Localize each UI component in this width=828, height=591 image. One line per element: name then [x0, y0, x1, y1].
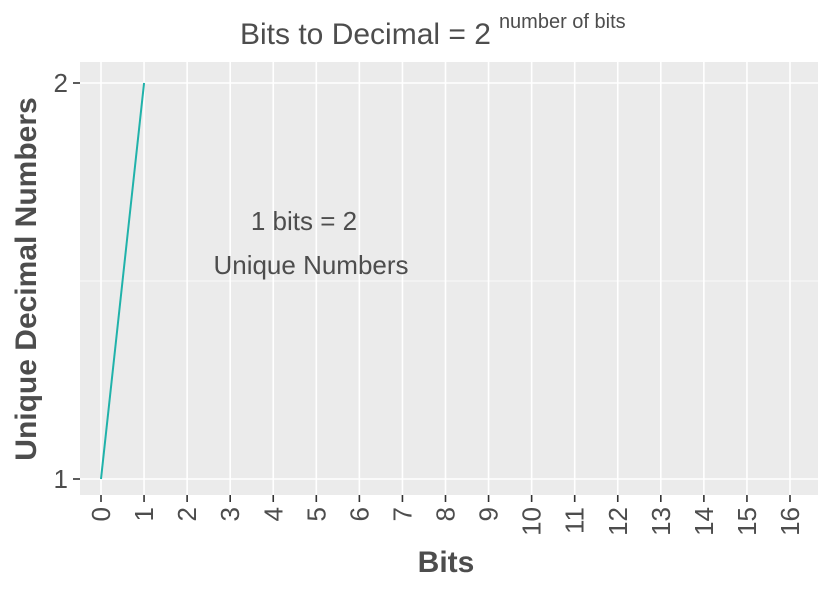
x-tick-label: 1 [129, 507, 159, 521]
chart-title: Bits to Decimal = 2 number of bits [240, 11, 626, 51]
x-tick-label: 12 [603, 507, 633, 536]
y-tick-label: 1 [54, 464, 68, 494]
chart-title-superscript: number of bits [499, 11, 626, 33]
x-tick-label: 3 [215, 507, 245, 521]
series-line [100, 82, 146, 480]
chart-title-main: Bits to Decimal = 2 [240, 18, 491, 51]
x-tick-label: 16 [775, 507, 805, 536]
y-axis-title: Unique Decimal Numbers [10, 97, 43, 460]
annotation-line-2: Unique Numbers [213, 250, 408, 280]
x-gridlines [100, 62, 791, 495]
y-axis-ticks: 12 [54, 68, 80, 494]
y-tick-label: 2 [54, 68, 68, 98]
annotation-line-1: 1 bits = 2 [251, 206, 357, 236]
x-axis-title: Bits [418, 546, 475, 579]
y-gridlines [80, 82, 818, 480]
x-tick-label: 11 [560, 507, 590, 534]
x-axis-ticks: 0 1 2 3 4 5 6 7 8 9 10 11 12 13 14 15 16 [86, 495, 805, 536]
x-tick-label: 5 [301, 507, 331, 521]
x-tick-label: 13 [646, 507, 676, 536]
x-tick-label: 8 [431, 507, 461, 521]
plot-panel [80, 62, 818, 495]
series-layer [100, 82, 146, 480]
x-tick-label: 4 [258, 507, 288, 521]
x-tick-label: 6 [344, 507, 374, 521]
x-tick-label: 0 [86, 507, 116, 521]
x-tick-label: 15 [732, 507, 762, 536]
x-tick-label: 10 [517, 507, 547, 536]
x-tick-label: 7 [387, 507, 417, 521]
x-tick-label: 9 [474, 507, 504, 521]
x-tick-label: 14 [689, 507, 719, 536]
x-tick-label: 2 [172, 507, 202, 521]
